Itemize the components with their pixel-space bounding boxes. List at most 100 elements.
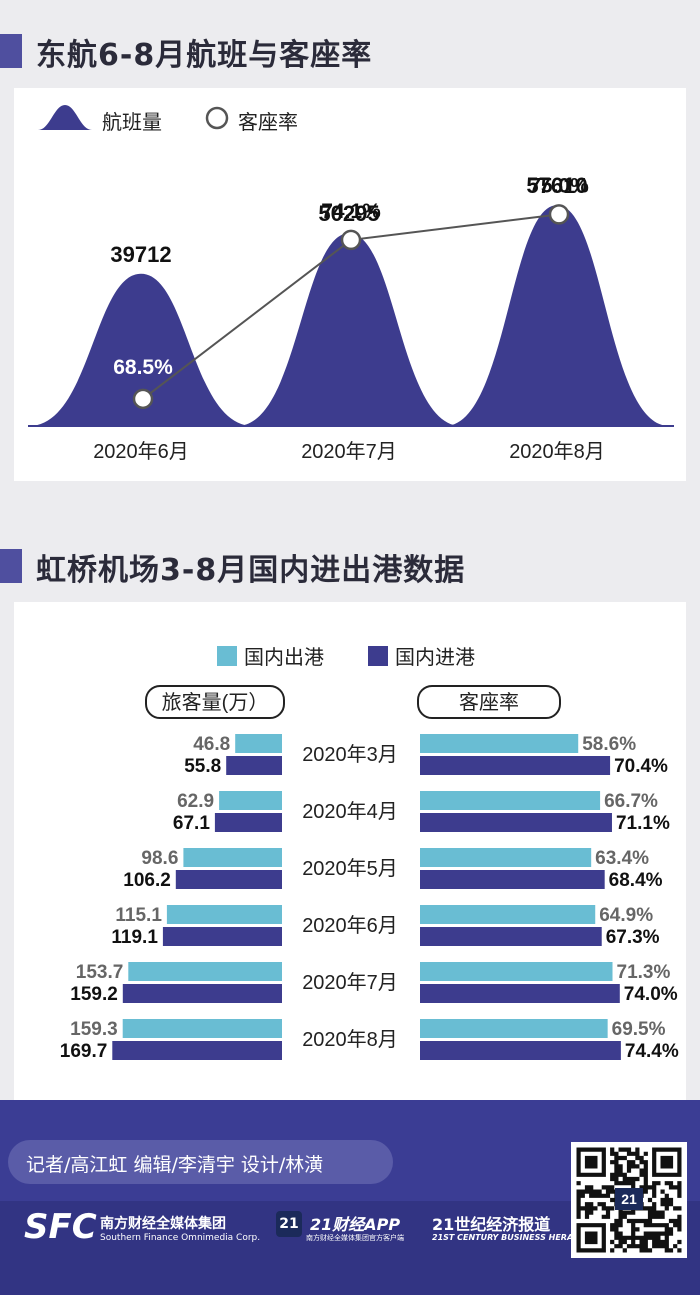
app-subtitle: 南方财经全媒体集团官方客户端 bbox=[306, 1234, 404, 1242]
load-outbound-label: 69.5% bbox=[612, 1019, 666, 1040]
load-inbound-bar bbox=[420, 870, 605, 889]
passenger-outbound-label: 159.3 bbox=[70, 1019, 118, 1040]
credits-pill: 记者/高江虹 编辑/李清宇 设计/林潢 bbox=[8, 1140, 393, 1184]
panel-label-passengers: 旅客量(万） bbox=[162, 691, 269, 714]
month-label: 2020年5月 bbox=[302, 857, 398, 880]
load-outbound-bar bbox=[420, 848, 592, 867]
passenger-outbound-bar bbox=[219, 791, 282, 810]
section-header-flights: 东航6-8月航班与客座率 bbox=[0, 30, 700, 73]
load-outbound-label: 66.7% bbox=[604, 791, 658, 812]
month-label: 2020年4月 bbox=[302, 800, 398, 823]
legend-inbound-label: 国内进港 bbox=[395, 646, 475, 669]
load-factor-point bbox=[340, 229, 362, 251]
passenger-inbound-bar bbox=[122, 984, 282, 1003]
flight-volume-label: 50295 bbox=[318, 201, 379, 226]
load-outbound-label: 64.9% bbox=[599, 905, 653, 926]
passenger-inbound-bar bbox=[175, 870, 282, 889]
passenger-outbound-bar bbox=[166, 905, 282, 924]
passenger-outbound-bar bbox=[183, 848, 282, 867]
sfc-name: 南方财经全媒体集团 bbox=[100, 1216, 226, 1232]
flight-volume-mountain bbox=[445, 205, 669, 426]
x-tick-label: 2020年6月 bbox=[93, 440, 189, 463]
load-factor-point bbox=[132, 388, 154, 410]
month-label: 2020年8月 bbox=[302, 1028, 398, 1051]
credits-text: 记者/高江虹 编辑/李清宇 设计/林潢 bbox=[26, 1154, 324, 1176]
passenger-inbound-label: 159.2 bbox=[70, 984, 118, 1005]
legend-load-label: 客座率 bbox=[238, 110, 298, 134]
load-outbound-label: 71.3% bbox=[617, 962, 671, 983]
sfc-logo: SFC bbox=[24, 1207, 97, 1247]
load-inbound-label: 68.4% bbox=[609, 870, 663, 891]
flight-volume-mountain bbox=[29, 273, 253, 426]
passenger-inbound-label: 55.8 bbox=[184, 756, 221, 777]
month-label: 2020年7月 bbox=[302, 971, 398, 994]
month-label: 2020年6月 bbox=[302, 914, 398, 937]
passenger-inbound-bar bbox=[214, 813, 282, 832]
passenger-inbound-bar bbox=[162, 927, 282, 946]
herald-english-name: 21ST CENTURY BUSINESS HERALD bbox=[432, 1233, 585, 1242]
passenger-outbound-label: 98.6 bbox=[141, 848, 178, 869]
flights-chart: 39712 2020年6月 50295 2020年7月 57610 2020年8月 68.5… bbox=[28, 173, 674, 463]
panel-label-load-factor: 客座率 bbox=[459, 691, 519, 714]
passenger-outbound-bar bbox=[235, 734, 282, 753]
passenger-inbound-label: 67.1 bbox=[173, 813, 210, 834]
load-factor-label: 75.0% bbox=[529, 174, 589, 197]
qr-badge: 21 bbox=[615, 1188, 643, 1210]
passenger-outbound-label: 46.8 bbox=[193, 734, 230, 755]
passenger-inbound-bar bbox=[226, 756, 282, 775]
flights-legend-circle-icon bbox=[205, 106, 229, 130]
load-outbound-label: 58.6% bbox=[582, 734, 636, 755]
sfc-english-name: Southern Finance Omnimedia Corp. bbox=[100, 1233, 261, 1243]
load-factor-label: 68.5% bbox=[113, 356, 173, 379]
load-outbound-label: 63.4% bbox=[595, 848, 649, 869]
x-tick-label: 2020年8月 bbox=[509, 440, 605, 463]
load-inbound-bar bbox=[420, 1041, 621, 1060]
load-inbound-label: 74.4% bbox=[625, 1041, 679, 1062]
section-title: 东航6-8月航班与客座率 bbox=[36, 38, 373, 73]
panel-label-pill bbox=[145, 685, 285, 719]
load-inbound-label: 71.1% bbox=[616, 813, 670, 834]
legend-outbound-swatch bbox=[217, 646, 237, 666]
section-title: 虹桥机场3-8月国内进出港数据 bbox=[36, 553, 466, 588]
passenger-inbound-label: 119.1 bbox=[111, 927, 158, 948]
passenger-outbound-label: 153.7 bbox=[76, 962, 124, 983]
legend-flights-label: 航班量 bbox=[102, 110, 162, 134]
passenger-outbound-bar bbox=[128, 962, 282, 981]
passenger-outbound-bar bbox=[122, 1019, 282, 1038]
flights-chart-card: 航班量 客座率 39712 2020年6月 50295 2020年7月 57610 202… bbox=[14, 88, 686, 481]
herald-name: 21世纪经济报道 bbox=[432, 1215, 551, 1234]
load-outbound-bar bbox=[420, 1019, 608, 1038]
passenger-inbound-label: 169.7 bbox=[60, 1041, 108, 1062]
section-header-hongqiao: 虹桥机场3-8月国内进出港数据 bbox=[0, 545, 700, 588]
flight-volume-mountain bbox=[237, 233, 461, 426]
load-factor-label: 74.1% bbox=[321, 200, 381, 223]
passenger-outbound-label: 62.9 bbox=[177, 791, 214, 812]
section-marker bbox=[0, 549, 22, 583]
load-outbound-bar bbox=[420, 962, 613, 981]
load-outbound-bar bbox=[420, 734, 579, 753]
qr-modules bbox=[576, 1147, 682, 1253]
flight-volume-label: 39712 bbox=[110, 242, 171, 267]
load-inbound-label: 70.4% bbox=[614, 756, 668, 777]
passenger-inbound-label: 106.2 bbox=[123, 870, 171, 891]
flight-volume-label: 57610 bbox=[526, 173, 587, 198]
qr-code-icon bbox=[576, 1147, 682, 1253]
passenger-outbound-label: 115.1 bbox=[115, 905, 162, 926]
load-inbound-bar bbox=[420, 984, 620, 1003]
legend-inbound-swatch bbox=[368, 646, 388, 666]
panel-label-pill bbox=[417, 685, 561, 719]
load-inbound-bar bbox=[420, 756, 611, 775]
app-name: 21财经APP bbox=[310, 1215, 401, 1234]
app-badge-icon: 21 bbox=[276, 1211, 302, 1237]
load-inbound-bar bbox=[420, 927, 602, 946]
footer: 记者/高江虹 编辑/李清宇 设计/林潢 SFC 南方财经全媒体集团 Southe… bbox=[0, 1100, 700, 1295]
load-outbound-bar bbox=[420, 791, 601, 810]
section-marker bbox=[0, 34, 22, 68]
month-label: 2020年3月 bbox=[302, 743, 398, 766]
flights-legend-mountain-icon bbox=[38, 105, 92, 130]
load-inbound-label: 74.0% bbox=[624, 984, 678, 1005]
load-inbound-label: 67.3% bbox=[606, 927, 660, 948]
load-outbound-bar bbox=[420, 905, 596, 924]
passenger-inbound-bar bbox=[112, 1041, 282, 1060]
